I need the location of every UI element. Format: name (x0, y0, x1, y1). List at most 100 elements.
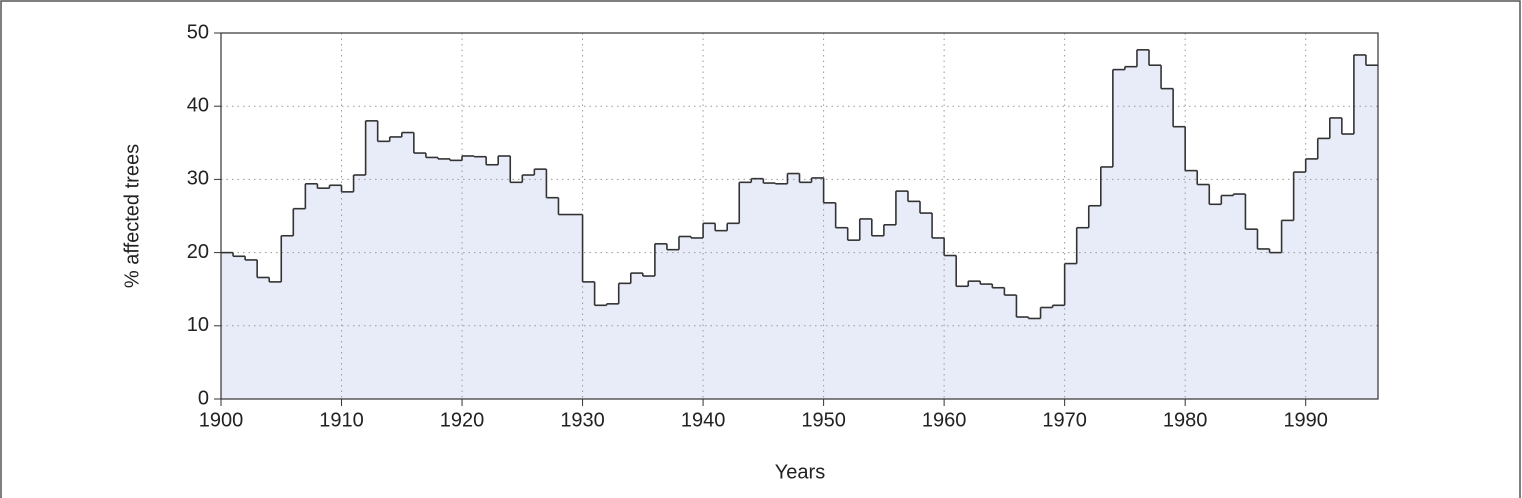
step-area (341, 191, 354, 400)
step-area (992, 287, 1005, 400)
step-area (232, 256, 246, 400)
step-area (377, 141, 390, 400)
step-area (1257, 248, 1270, 400)
step-area (1112, 69, 1126, 400)
step-area (775, 183, 788, 400)
step-area (594, 305, 607, 400)
step-area (534, 168, 547, 400)
step-area (907, 201, 921, 400)
step-area (787, 173, 800, 400)
step-area (437, 158, 451, 400)
step-area (293, 208, 306, 400)
step-area (726, 223, 740, 400)
step-area (510, 182, 523, 400)
step-area (305, 183, 318, 400)
step-area (955, 286, 969, 400)
step-area (1076, 227, 1089, 400)
step-area (317, 187, 330, 400)
step-area (931, 237, 945, 400)
step-area (1317, 138, 1331, 400)
y-tick-label: 30 (187, 168, 209, 190)
step-area (1064, 263, 1077, 400)
x-tick-label: 1940 (681, 409, 726, 431)
step-area (606, 303, 619, 400)
step-area (1341, 133, 1355, 400)
step-area (1100, 166, 1114, 400)
plot: 0 10 20 30 40 50 1900 1910 1920 1930 1940 1950 1960 1… (187, 21, 1379, 431)
step-area (1052, 305, 1065, 400)
step-area (522, 174, 535, 400)
step-area (980, 283, 993, 400)
step-area (558, 214, 571, 400)
step-area (1221, 195, 1234, 400)
step-area (329, 185, 342, 400)
step-area (1281, 220, 1294, 400)
step-area (1016, 316, 1029, 400)
step-area (1004, 294, 1017, 400)
step-area (630, 272, 644, 400)
step-area (1305, 158, 1318, 400)
step-area (1172, 126, 1186, 400)
step-area (1365, 64, 1379, 400)
y-tick-label: 40 (187, 94, 209, 116)
step-area (1245, 228, 1258, 400)
step-area (1040, 307, 1053, 400)
step-area (425, 157, 439, 400)
step-area (763, 182, 776, 400)
y-axis-label: % affected trees (121, 144, 143, 288)
step-area (497, 155, 511, 400)
step-area (256, 277, 270, 400)
step-area (244, 259, 258, 400)
y-tick-label: 20 (187, 241, 209, 263)
x-tick-label: 1970 (1042, 409, 1087, 431)
step-area (353, 174, 366, 400)
step-area (268, 281, 282, 400)
step-area (654, 243, 668, 400)
step-area (281, 235, 294, 400)
step-area (666, 249, 680, 400)
step-area (642, 275, 656, 400)
step-area (847, 239, 861, 400)
step-area (473, 156, 487, 400)
step-area (485, 164, 499, 400)
step-area (811, 177, 824, 400)
step-area (1329, 117, 1343, 400)
step-area (570, 214, 583, 400)
step-area (1088, 205, 1102, 400)
x-tick-label: 1950 (801, 409, 846, 431)
step-area (871, 235, 885, 400)
x-tick-label: 1920 (440, 409, 485, 431)
x-tick-label: 1910 (319, 409, 364, 431)
step-area (413, 152, 427, 400)
y-tick-label: 0 (198, 387, 209, 409)
step-area (1136, 49, 1150, 400)
step-area (714, 230, 728, 400)
step-area (449, 160, 463, 400)
step-area (859, 218, 873, 400)
step-area (1124, 66, 1138, 400)
step-area (690, 237, 704, 400)
x-tick-label: 1980 (1163, 409, 1208, 431)
step-area (1209, 204, 1222, 400)
step-area (678, 236, 692, 400)
step-area (461, 155, 475, 400)
step-area (389, 136, 403, 400)
x-tick-label: 1900 (199, 409, 244, 431)
step-area (1269, 252, 1282, 400)
x-tick-label: 1930 (560, 409, 605, 431)
step-area (799, 182, 812, 400)
step-area (883, 224, 897, 400)
step-area (835, 227, 848, 400)
step-area (1196, 184, 1210, 400)
step-area (943, 255, 957, 400)
step-area (919, 212, 933, 400)
step-area (618, 283, 632, 400)
step-area (546, 197, 559, 400)
step-area (1233, 193, 1246, 400)
step-area (1184, 170, 1198, 400)
step-area (1160, 88, 1174, 400)
step-area (823, 202, 836, 400)
